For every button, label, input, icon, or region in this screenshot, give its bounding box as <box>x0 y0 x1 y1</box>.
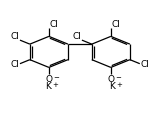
Text: Cl: Cl <box>112 20 120 28</box>
Text: −: − <box>115 74 121 80</box>
Text: Cl: Cl <box>10 60 19 69</box>
Text: Cl: Cl <box>141 60 149 69</box>
Text: K: K <box>45 82 51 91</box>
Text: O: O <box>107 75 114 84</box>
Text: K: K <box>110 82 115 91</box>
Text: +: + <box>117 81 122 87</box>
Text: Cl: Cl <box>72 31 81 40</box>
Text: +: + <box>52 81 58 87</box>
Text: Cl: Cl <box>10 31 19 40</box>
Text: O: O <box>45 75 52 84</box>
Text: −: − <box>53 74 59 80</box>
Text: Cl: Cl <box>50 20 59 28</box>
